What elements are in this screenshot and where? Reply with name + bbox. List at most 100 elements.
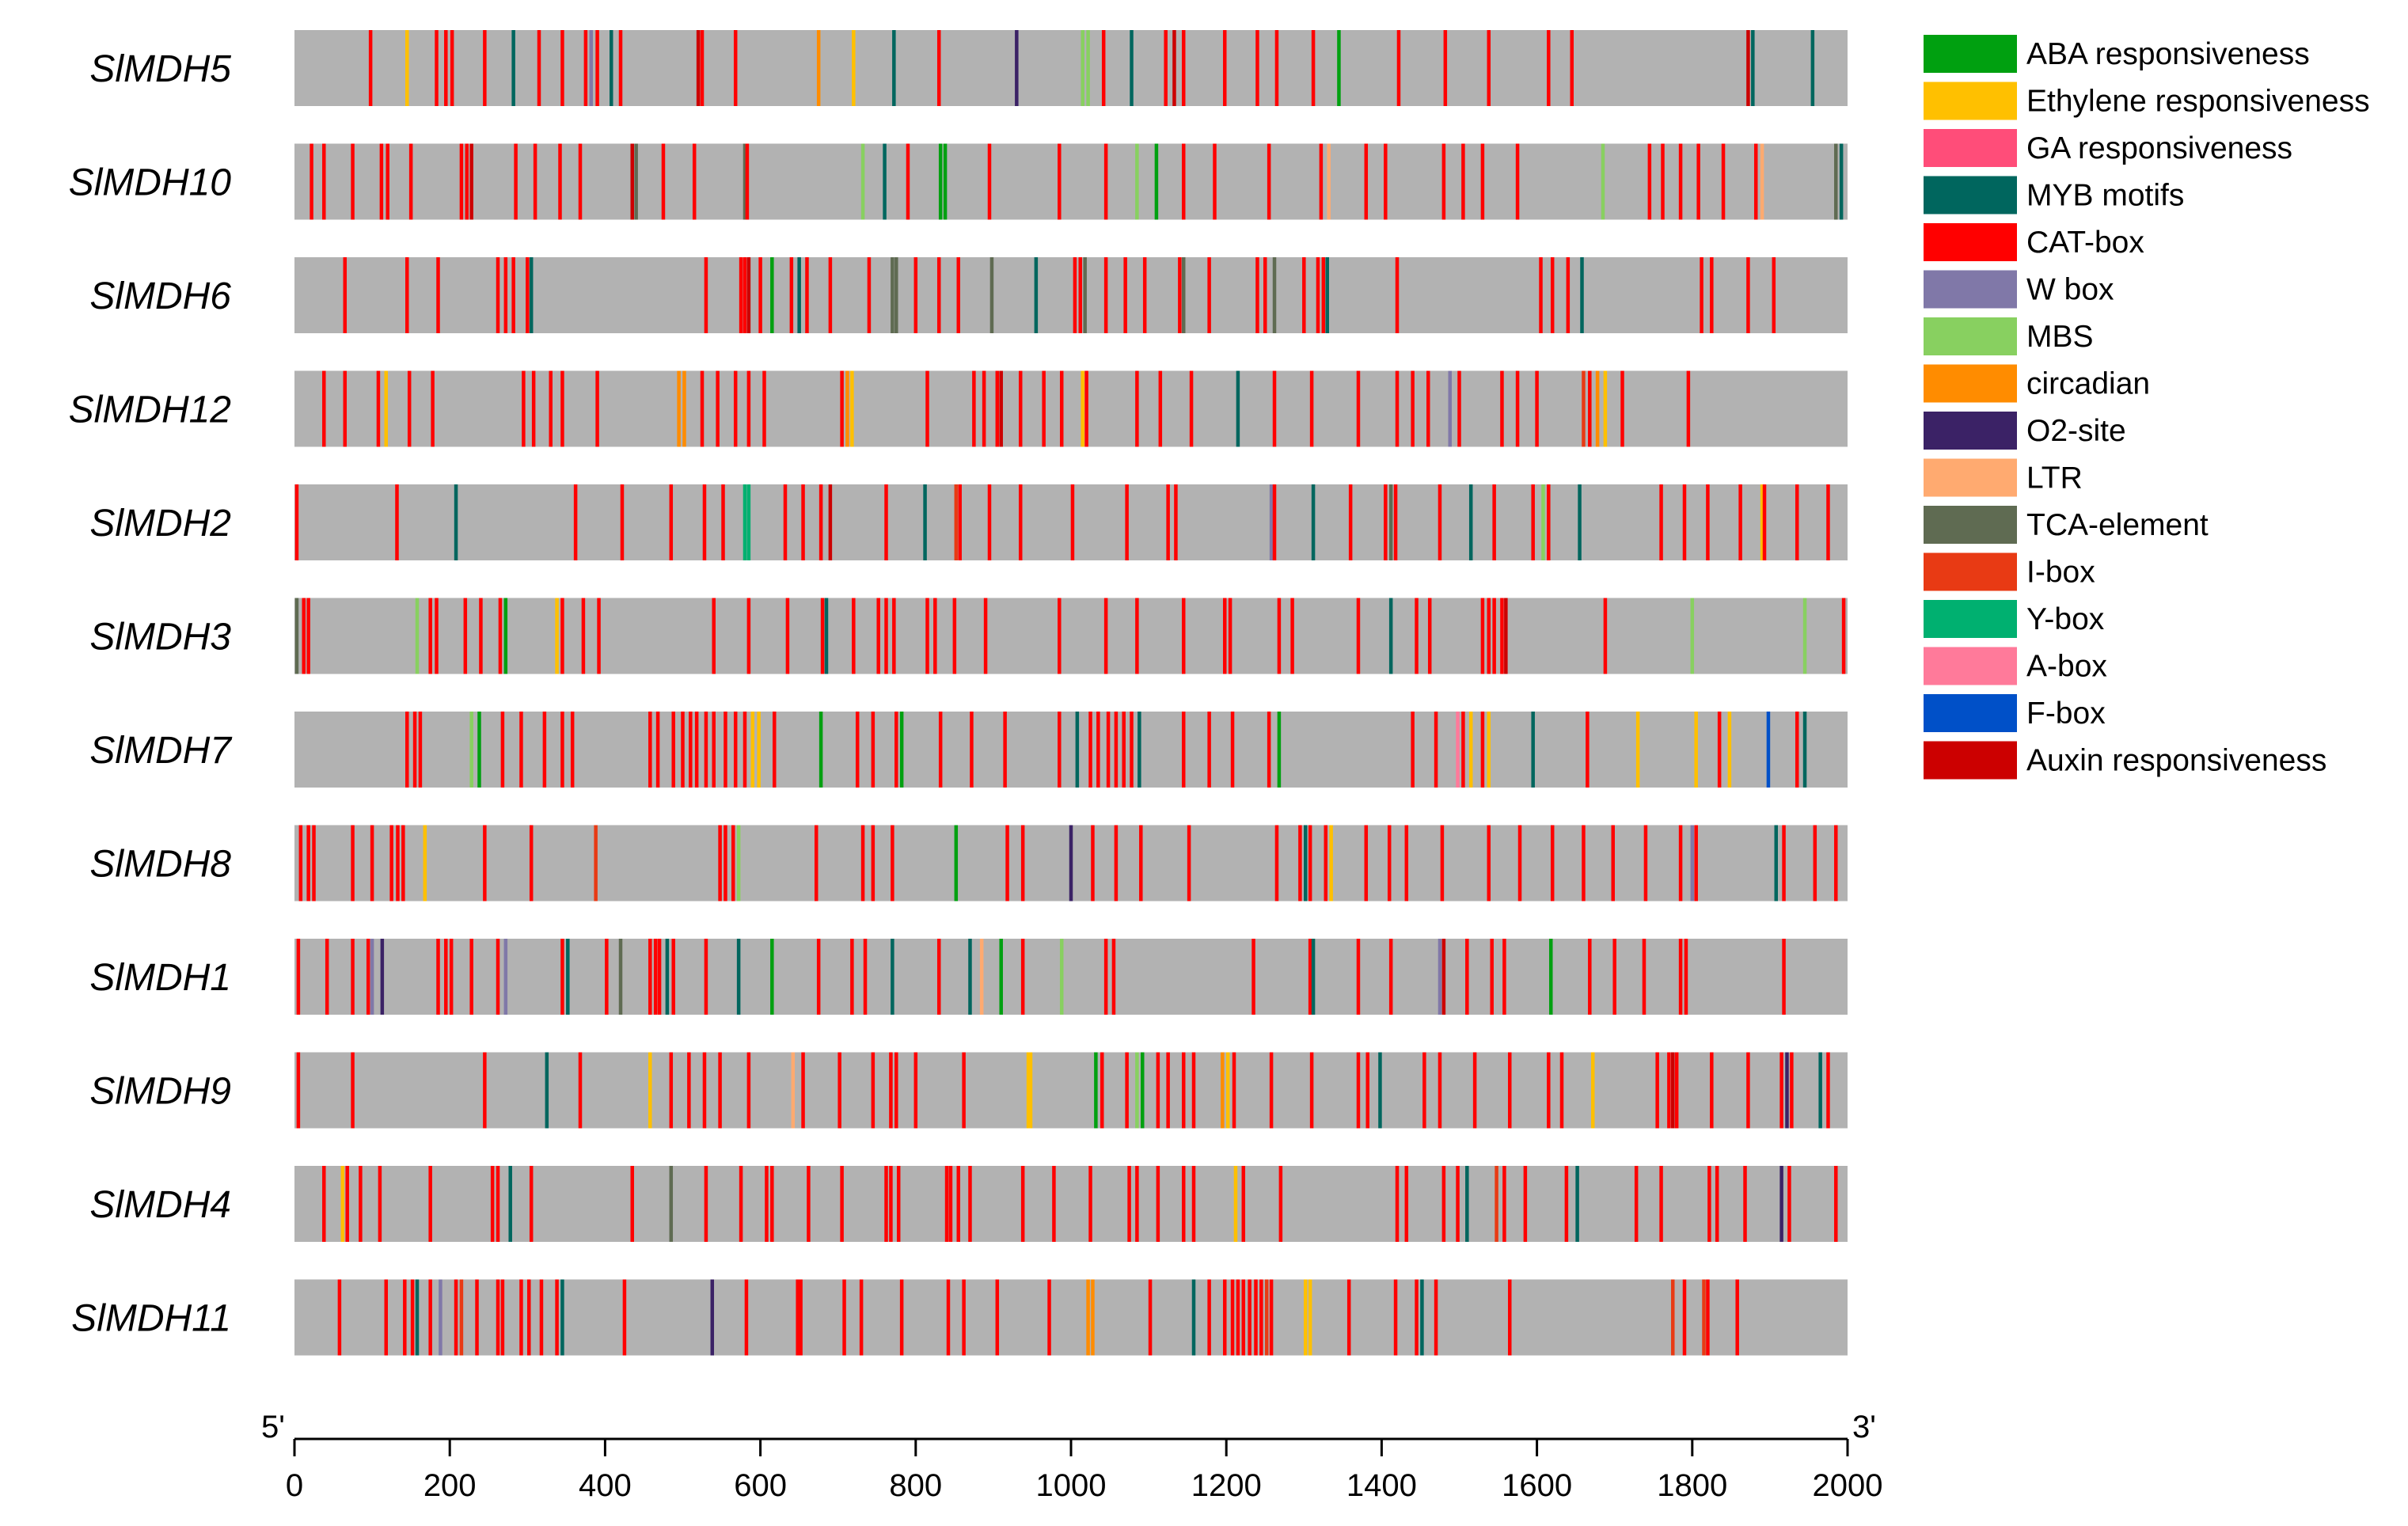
gene-label: SlMDH10 bbox=[69, 162, 232, 204]
element-cat bbox=[410, 1279, 415, 1356]
element-cat bbox=[1517, 825, 1522, 902]
element-cat bbox=[1135, 1166, 1139, 1242]
element-cat bbox=[1181, 598, 1186, 674]
element-circ bbox=[677, 370, 681, 447]
element-cat bbox=[435, 30, 439, 106]
element-cat bbox=[1181, 1052, 1186, 1129]
element-myb bbox=[1575, 1166, 1579, 1242]
element-cat bbox=[469, 939, 473, 1015]
element-cat bbox=[583, 30, 588, 106]
element-cat bbox=[648, 712, 652, 788]
element-cat bbox=[871, 1052, 875, 1129]
element-cat bbox=[648, 939, 652, 1015]
element-eth bbox=[1635, 712, 1640, 788]
element-myb bbox=[891, 939, 894, 1015]
gene-row: SlMDH9 bbox=[89, 1052, 1848, 1129]
legend-label: Ethylene responsiveness bbox=[2026, 85, 2370, 119]
element-cat bbox=[1316, 257, 1320, 333]
element-cat bbox=[1570, 30, 1574, 106]
element-cat bbox=[465, 143, 469, 220]
legend-label: ABA responsiveness bbox=[2026, 37, 2310, 71]
element-cat bbox=[884, 598, 888, 674]
element-cat bbox=[805, 257, 809, 333]
element-cat bbox=[539, 1279, 544, 1356]
element-cat bbox=[1222, 30, 1227, 106]
axis-tick-label: 2000 bbox=[1813, 1468, 1883, 1503]
element-cat bbox=[704, 712, 708, 788]
legend-swatch bbox=[1924, 552, 2017, 591]
element-myb bbox=[545, 1052, 549, 1129]
element-cat bbox=[322, 370, 326, 447]
element-cat bbox=[378, 1166, 382, 1242]
element-cat bbox=[1088, 1166, 1092, 1242]
legend-item: F-box bbox=[1924, 694, 2106, 732]
element-cat bbox=[298, 825, 303, 902]
element-cat bbox=[450, 30, 454, 106]
legend-label: I-box bbox=[2026, 556, 2095, 590]
element-cat bbox=[1834, 1166, 1838, 1242]
element-myb bbox=[883, 143, 887, 220]
element-eth bbox=[850, 370, 854, 447]
element-myb bbox=[968, 939, 972, 1015]
element-mbs bbox=[1802, 598, 1807, 674]
element-cat bbox=[655, 712, 660, 788]
element-cat bbox=[712, 712, 716, 788]
element-cat bbox=[428, 598, 432, 674]
element-cat bbox=[1130, 712, 1134, 788]
element-cat bbox=[840, 370, 844, 447]
element-ybox bbox=[746, 484, 751, 560]
element-cat bbox=[700, 370, 705, 447]
element-cat bbox=[1762, 484, 1767, 560]
element-tca bbox=[1083, 257, 1087, 333]
element-myb bbox=[415, 1279, 420, 1356]
element-myb bbox=[1378, 1052, 1382, 1129]
element-cat bbox=[884, 1166, 888, 1242]
element-cat bbox=[1267, 143, 1271, 220]
element-tca bbox=[1181, 257, 1186, 333]
element-cat bbox=[558, 143, 562, 220]
element-cat bbox=[876, 598, 880, 674]
element-myb bbox=[1465, 1166, 1469, 1242]
element-cat bbox=[1642, 939, 1646, 1015]
element-cat bbox=[746, 370, 751, 447]
element-cat bbox=[899, 1279, 904, 1356]
promoter-track bbox=[294, 1279, 1848, 1356]
element-auxin bbox=[696, 30, 701, 106]
element-cat bbox=[1222, 598, 1227, 674]
element-cat bbox=[1396, 30, 1401, 106]
element-cat bbox=[1269, 1279, 1274, 1356]
element-cat bbox=[1647, 143, 1652, 220]
element-cat bbox=[1020, 1166, 1025, 1242]
element-cat bbox=[1395, 1166, 1400, 1242]
element-cat bbox=[1073, 257, 1077, 333]
legend-label: Auxin responsiveness bbox=[2026, 744, 2326, 778]
element-auxin bbox=[828, 484, 833, 560]
element-ybox bbox=[743, 484, 747, 560]
element-cat bbox=[1181, 712, 1186, 788]
element-auxin bbox=[1746, 30, 1750, 106]
element-cat bbox=[1135, 370, 1139, 447]
element-myb bbox=[508, 1166, 512, 1242]
element-cat bbox=[702, 1052, 707, 1129]
element-cat bbox=[325, 939, 329, 1015]
element-cat bbox=[1674, 1052, 1679, 1129]
element-eth bbox=[1308, 1279, 1312, 1356]
element-cat bbox=[816, 939, 821, 1015]
element-cat bbox=[620, 484, 625, 560]
element-cat bbox=[1659, 484, 1663, 560]
legend-swatch bbox=[1924, 176, 2017, 214]
element-cat bbox=[1738, 484, 1742, 560]
element-cat bbox=[1348, 484, 1353, 560]
element-cat bbox=[1841, 598, 1846, 674]
element-cat bbox=[733, 30, 738, 106]
element-cat bbox=[1500, 598, 1504, 674]
element-cat bbox=[529, 825, 534, 902]
element-cat bbox=[1290, 598, 1294, 674]
element-cat bbox=[581, 598, 586, 674]
element-cat bbox=[1236, 1279, 1240, 1356]
element-cat bbox=[731, 825, 735, 902]
element-cat bbox=[814, 825, 818, 902]
element-cat bbox=[1411, 370, 1415, 447]
element-cat bbox=[689, 712, 693, 788]
element-cat bbox=[1230, 1279, 1235, 1356]
